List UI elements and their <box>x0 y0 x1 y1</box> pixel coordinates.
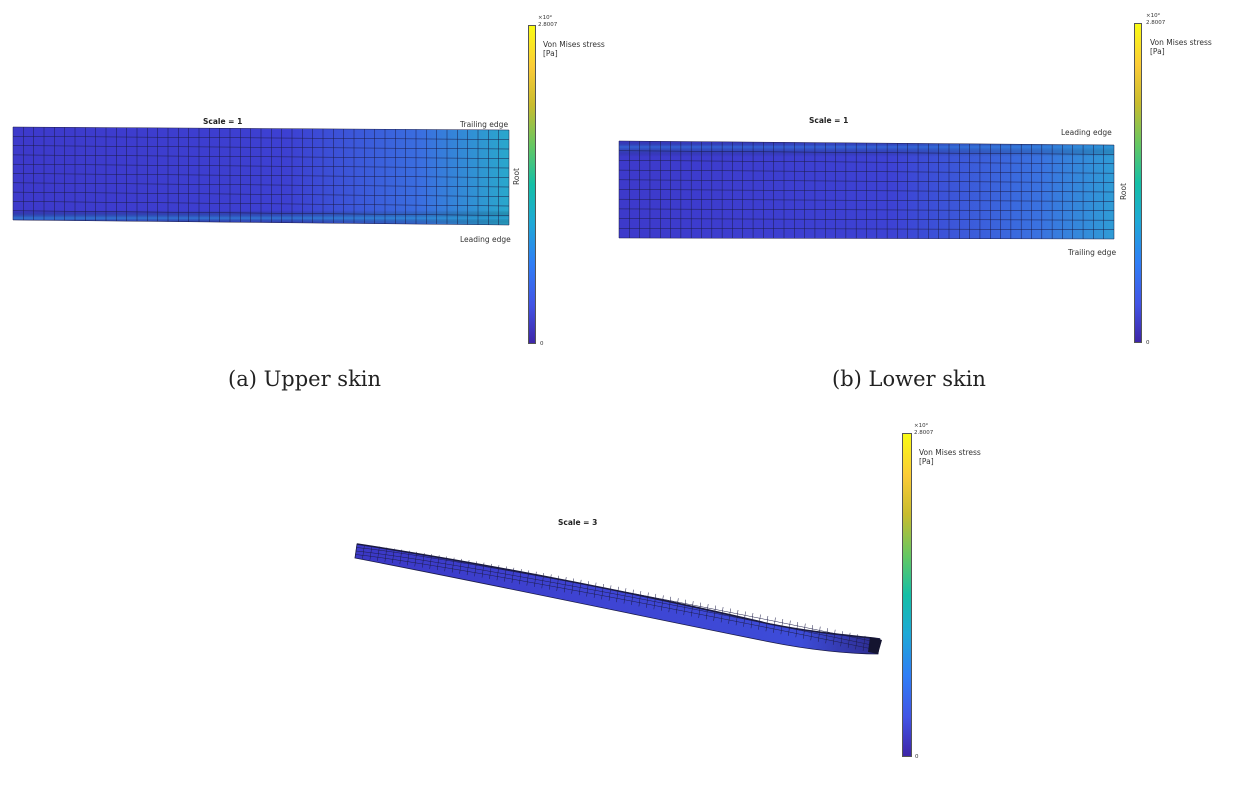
colorbar-max: 2.8007 <box>914 430 934 436</box>
colorbar-exponent: ×10⁹ <box>914 423 928 429</box>
lower-skin-mesh <box>618 140 1115 240</box>
colorbar <box>528 25 536 344</box>
colorbar-title: Von Mises stress <box>1150 38 1212 47</box>
root-label: Root <box>512 168 521 185</box>
deformed-wing-mesh <box>354 543 882 655</box>
colorbar-min: 0 <box>540 341 544 347</box>
scale-label: Scale = 1 <box>809 116 849 125</box>
colorbar-max: 2.8007 <box>538 22 558 28</box>
colorbar-min: 0 <box>915 754 919 760</box>
trailing-edge-label: Trailing edge <box>460 120 509 129</box>
leading-edge-label: Leading edge <box>1061 128 1112 137</box>
colorbar-unit: [Pa] <box>919 457 934 466</box>
caption-lower-skin: (b) Lower skin <box>832 367 986 391</box>
root-label: Root <box>1119 183 1128 200</box>
colorbar-title: Von Mises stress <box>543 40 605 49</box>
leading-edge-label: Leading edge <box>460 235 511 244</box>
colorbar <box>902 433 912 757</box>
colorbar-exponent: ×10⁹ <box>1146 13 1160 19</box>
scale-label: Scale = 3 <box>558 518 598 527</box>
colorbar-min: 0 <box>1146 340 1150 346</box>
colorbar-unit: [Pa] <box>1150 47 1165 56</box>
trailing-edge-label: Trailing edge <box>1068 248 1117 257</box>
colorbar <box>1134 23 1142 343</box>
colorbar-exponent: ×10⁹ <box>538 15 552 21</box>
colorbar-max: 2.8007 <box>1146 20 1166 26</box>
scale-label: Scale = 1 <box>203 117 243 126</box>
colorbar-title: Von Mises stress <box>919 448 981 457</box>
colorbar-unit: [Pa] <box>543 49 558 58</box>
upper-skin-mesh <box>12 126 510 226</box>
caption-upper-skin: (a) Upper skin <box>228 367 382 391</box>
